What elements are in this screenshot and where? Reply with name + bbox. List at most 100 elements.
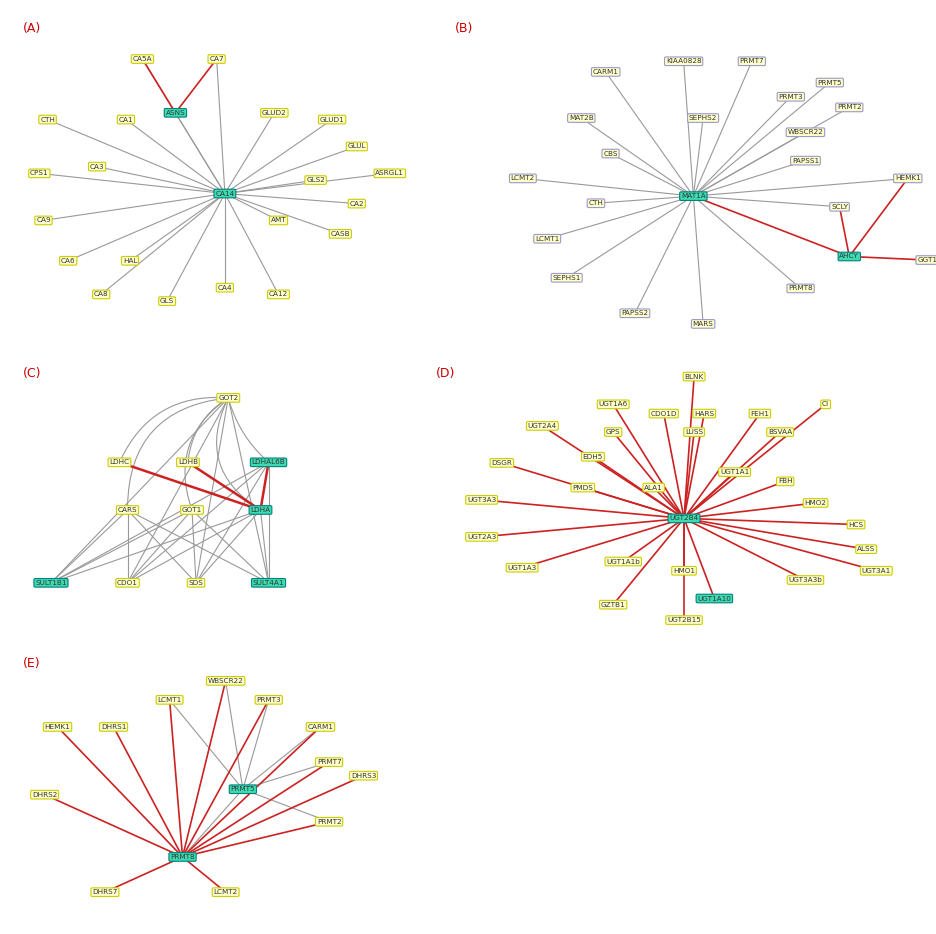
Text: CDO1D: CDO1D: [650, 411, 677, 417]
Text: CDO1: CDO1: [117, 580, 138, 586]
Text: FBH: FBH: [777, 478, 792, 485]
Text: UGT3A1: UGT3A1: [861, 568, 890, 573]
Text: UGT2A3: UGT2A3: [466, 534, 496, 540]
Text: GOT1: GOT1: [182, 507, 202, 513]
Text: PRMT5: PRMT5: [230, 786, 255, 792]
Text: WBSCR22: WBSCR22: [786, 129, 823, 135]
Text: UGT1A3: UGT1A3: [507, 565, 536, 571]
Text: FEH1: FEH1: [750, 411, 768, 417]
Text: SEPHS2: SEPHS2: [688, 115, 717, 121]
Text: UGT3A3b: UGT3A3b: [788, 577, 822, 583]
FancyArrowPatch shape: [184, 400, 226, 507]
Text: CA7: CA7: [209, 56, 224, 62]
Text: PRMT2: PRMT2: [316, 819, 341, 825]
Text: HARS: HARS: [694, 411, 713, 417]
Text: CASB: CASB: [330, 231, 350, 237]
Text: PRMT3: PRMT3: [256, 697, 281, 703]
Text: UGT1A10: UGT1A10: [696, 596, 730, 601]
Text: GZTB1: GZTB1: [600, 601, 625, 608]
Text: EDH5: EDH5: [582, 454, 603, 460]
Text: CI: CI: [821, 402, 828, 407]
Text: PRMT3: PRMT3: [778, 93, 802, 100]
Text: LCMT2: LCMT2: [510, 176, 534, 181]
Text: PAPSS1: PAPSS1: [791, 158, 818, 163]
Text: UGT1A1b: UGT1A1b: [606, 559, 639, 564]
Text: (B): (B): [454, 22, 473, 35]
Text: UGT2B15: UGT2B15: [666, 617, 700, 623]
Text: KIAA0828: KIAA0828: [665, 58, 701, 64]
Text: GLUD2: GLUD2: [262, 110, 286, 116]
Text: UGT3A3: UGT3A3: [466, 497, 496, 502]
Text: MAT1A: MAT1A: [680, 193, 705, 199]
Text: PRMT5: PRMT5: [816, 79, 841, 86]
Text: WBSCR22: WBSCR22: [208, 678, 243, 684]
Text: GGT1: GGT1: [916, 257, 936, 263]
Text: MAT2B: MAT2B: [568, 115, 593, 121]
Text: UGT1A6: UGT1A6: [598, 402, 627, 407]
Text: PRMT8: PRMT8: [170, 854, 195, 860]
Text: DHRS7: DHRS7: [92, 889, 118, 895]
Text: UGT2A4: UGT2A4: [527, 423, 556, 429]
Text: SULT1B1: SULT1B1: [36, 580, 66, 586]
Text: PMDS: PMDS: [572, 485, 592, 490]
Text: DHRS2: DHRS2: [32, 792, 57, 798]
Text: CA14: CA14: [215, 191, 234, 196]
Text: CTH: CTH: [588, 200, 603, 206]
Text: ASNS: ASNS: [166, 110, 185, 116]
Text: ASRGL1: ASRGL1: [375, 170, 403, 177]
Text: PRMT7: PRMT7: [739, 58, 764, 64]
Text: LCMT1: LCMT1: [534, 235, 559, 242]
Text: (A): (A): [22, 22, 41, 35]
Text: CA1: CA1: [119, 117, 133, 122]
Text: CA5A: CA5A: [133, 56, 152, 62]
Text: GOT2: GOT2: [218, 395, 238, 401]
Text: CA4: CA4: [217, 285, 232, 290]
Text: LDHAL6B: LDHAL6B: [252, 460, 285, 465]
Text: HEMK1: HEMK1: [45, 724, 70, 730]
Text: AMT: AMT: [271, 218, 286, 223]
FancyArrowPatch shape: [228, 401, 266, 460]
Text: LCMT1: LCMT1: [157, 697, 182, 703]
Text: DSGR: DSGR: [490, 460, 512, 466]
Text: BSVAA: BSVAA: [768, 429, 792, 435]
FancyArrowPatch shape: [188, 400, 226, 460]
Text: (E): (E): [23, 657, 40, 670]
Text: UGT2B4: UGT2B4: [668, 516, 698, 521]
Text: GLS2: GLS2: [306, 177, 325, 183]
Text: AHCY: AHCY: [839, 253, 858, 260]
Text: PRMT2: PRMT2: [836, 105, 861, 110]
Text: CBS: CBS: [603, 150, 617, 157]
Text: PAPSS2: PAPSS2: [621, 310, 648, 317]
Text: LDHA: LDHA: [250, 507, 271, 513]
Text: GLS: GLS: [160, 298, 174, 304]
Text: PRMT8: PRMT8: [787, 286, 812, 291]
Text: CARM1: CARM1: [307, 724, 333, 730]
Text: HCS: HCS: [848, 521, 863, 528]
Text: (C): (C): [22, 367, 41, 380]
Text: CA12: CA12: [269, 291, 287, 297]
Text: LDHB: LDHB: [178, 460, 197, 465]
FancyArrowPatch shape: [127, 398, 226, 507]
Text: LDHC: LDHC: [110, 460, 129, 465]
Text: BLNK: BLNK: [684, 374, 703, 379]
Text: HEMK1: HEMK1: [894, 176, 920, 181]
Text: HMO2: HMO2: [804, 500, 826, 506]
Text: MARS: MARS: [692, 321, 713, 327]
Text: GPS: GPS: [606, 429, 620, 435]
FancyArrowPatch shape: [216, 401, 258, 508]
Text: SDS: SDS: [188, 580, 203, 586]
Text: ALSS: ALSS: [856, 546, 874, 552]
FancyArrowPatch shape: [121, 398, 226, 460]
Text: SEPHS1: SEPHS1: [552, 275, 580, 281]
Text: ALA1: ALA1: [644, 485, 663, 490]
Text: SULT4A1: SULT4A1: [253, 580, 284, 586]
Text: CTH: CTH: [40, 117, 55, 122]
Text: HMO1: HMO1: [672, 568, 695, 573]
Text: UGT1A1: UGT1A1: [719, 469, 749, 475]
Text: CA8: CA8: [94, 291, 109, 297]
Text: CA9: CA9: [37, 218, 51, 223]
Text: (D): (D): [435, 367, 455, 380]
Text: HAL: HAL: [123, 258, 138, 263]
Text: SCLY: SCLY: [830, 204, 847, 210]
Text: CARM1: CARM1: [592, 69, 618, 75]
